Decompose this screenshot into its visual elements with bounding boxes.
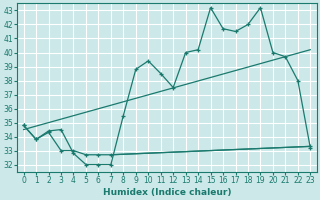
X-axis label: Humidex (Indice chaleur): Humidex (Indice chaleur) bbox=[103, 188, 231, 197]
